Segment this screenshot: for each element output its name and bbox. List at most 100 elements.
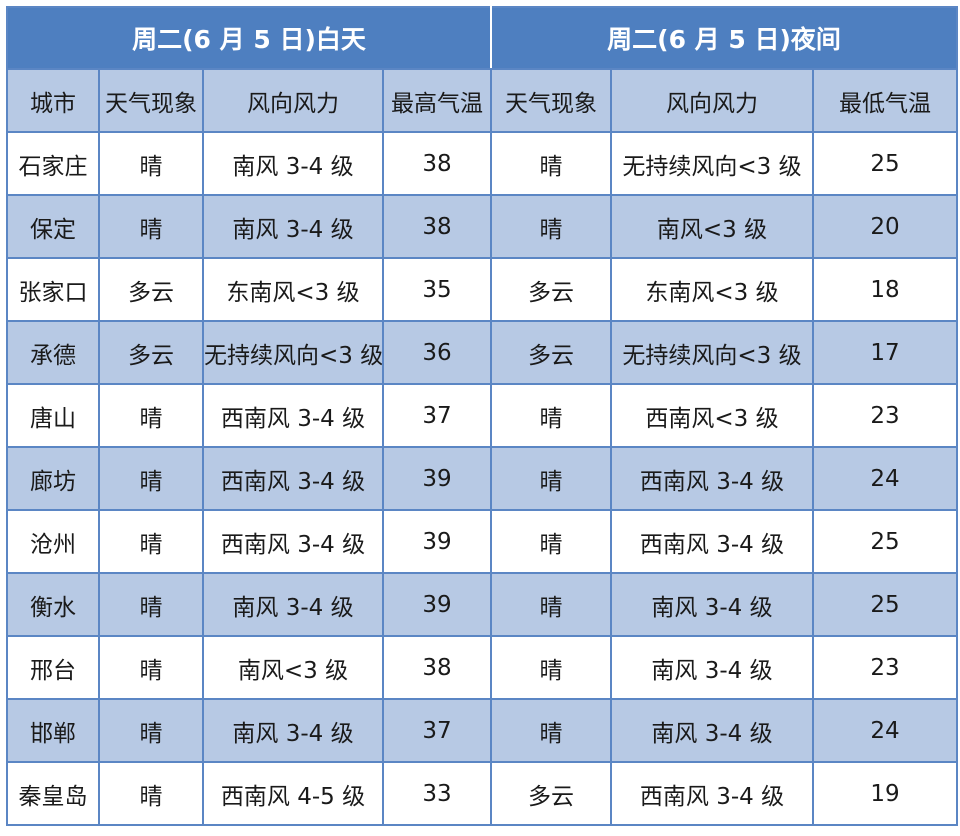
max-temp-cell: 37 (381, 383, 493, 448)
column-header-city: 城市 (6, 68, 100, 133)
min-temp-cell: 18 (812, 257, 959, 322)
night-wind-cell: 南风 3-4 级 (610, 698, 815, 763)
night-wind-cell: 西南风 3-4 级 (610, 761, 815, 826)
day-weather-cell: 晴 (98, 194, 204, 259)
max-temp-cell: 39 (381, 509, 493, 574)
night-weather-cell: 晴 (490, 383, 613, 448)
city-cell: 张家口 (6, 257, 100, 322)
night-weather-cell: 多云 (490, 761, 613, 826)
night-wind-cell: 东南风<3 级 (610, 257, 815, 322)
city-cell: 沧州 (6, 509, 100, 574)
weather-forecast-table: 周二(6 月 5 日)白天 周二(6 月 5 日)夜间 城市 天气现象 风向风力… (5, 6, 959, 826)
min-temp-cell: 25 (812, 509, 959, 574)
min-temp-cell: 25 (812, 572, 959, 637)
night-wind-cell: 西南风 3-4 级 (610, 446, 815, 511)
city-cell: 廊坊 (6, 446, 100, 511)
night-wind-cell: 无持续风向<3 级 (610, 320, 815, 385)
day-weather-cell: 晴 (98, 131, 204, 196)
max-temp-cell: 37 (381, 698, 493, 763)
day-weather-cell: 晴 (98, 572, 204, 637)
day-weather-cell: 多云 (98, 257, 204, 322)
city-cell: 衡水 (6, 572, 100, 637)
day-weather-cell: 晴 (98, 761, 204, 826)
max-temp-cell: 38 (381, 131, 493, 196)
city-cell: 保定 (6, 194, 100, 259)
day-wind-cell: 西南风 3-4 级 (202, 509, 384, 574)
city-cell: 石家庄 (6, 131, 100, 196)
day-wind-cell: 东南风<3 级 (202, 257, 384, 322)
table-row: 保定 晴 南风 3-4 级 38 晴 南风<3 级 20 (6, 194, 959, 259)
min-temp-cell: 17 (812, 320, 959, 385)
min-temp-cell: 24 (812, 446, 959, 511)
city-cell: 秦皇岛 (6, 761, 100, 826)
day-wind-cell: 南风<3 级 (202, 635, 384, 700)
table-row: 石家庄 晴 南风 3-4 级 38 晴 无持续风向<3 级 25 (6, 131, 959, 196)
night-wind-cell: 无持续风向<3 级 (610, 131, 815, 196)
min-temp-cell: 19 (812, 761, 959, 826)
night-weather-cell: 晴 (490, 131, 613, 196)
night-weather-cell: 多云 (490, 257, 613, 322)
city-cell: 邢台 (6, 635, 100, 700)
night-weather-cell: 多云 (490, 320, 613, 385)
night-wind-cell: 西南风 3-4 级 (610, 509, 815, 574)
day-wind-cell: 西南风 3-4 级 (202, 383, 384, 448)
table-row: 邯郸 晴 南风 3-4 级 37 晴 南风 3-4 级 24 (6, 698, 959, 763)
day-wind-cell: 南风 3-4 级 (202, 194, 384, 259)
max-temp-cell: 39 (381, 446, 493, 511)
day-weather-cell: 多云 (98, 320, 204, 385)
night-wind-cell: 南风<3 级 (610, 194, 815, 259)
night-weather-cell: 晴 (490, 194, 613, 259)
column-header-day-wind: 风向风力 (202, 68, 384, 133)
column-header-night-weather: 天气现象 (490, 68, 613, 133)
day-weather-cell: 晴 (98, 446, 204, 511)
night-weather-cell: 晴 (490, 572, 613, 637)
min-temp-cell: 20 (812, 194, 959, 259)
day-weather-cell: 晴 (98, 383, 204, 448)
table-row: 张家口 多云 东南风<3 级 35 多云 东南风<3 级 18 (6, 257, 959, 322)
day-wind-cell: 南风 3-4 级 (202, 698, 384, 763)
column-header-min-temp: 最低气温 (812, 68, 959, 133)
night-weather-cell: 晴 (490, 698, 613, 763)
day-wind-cell: 南风 3-4 级 (202, 572, 384, 637)
max-temp-cell: 35 (381, 257, 493, 322)
max-temp-cell: 36 (381, 320, 493, 385)
column-header-max-temp: 最高气温 (381, 68, 493, 133)
min-temp-cell: 25 (812, 131, 959, 196)
table-row: 承德 多云 无持续风向<3 级 36 多云 无持续风向<3 级 17 (6, 320, 959, 385)
table-row: 唐山 晴 西南风 3-4 级 37 晴 西南风<3 级 23 (6, 383, 959, 448)
night-period-header: 周二(6 月 5 日)夜间 (490, 6, 959, 70)
table-row: 沧州 晴 西南风 3-4 级 39 晴 西南风 3-4 级 25 (6, 509, 959, 574)
max-temp-cell: 38 (381, 635, 493, 700)
day-weather-cell: 晴 (98, 698, 204, 763)
day-wind-cell: 南风 3-4 级 (202, 131, 384, 196)
table-row: 衡水 晴 南风 3-4 级 39 晴 南风 3-4 级 25 (6, 572, 959, 637)
night-wind-cell: 南风 3-4 级 (610, 572, 815, 637)
column-header-day-weather: 天气现象 (98, 68, 204, 133)
forecast-table-container: 周二(6 月 5 日)白天 周二(6 月 5 日)夜间 城市 天气现象 风向风力… (5, 6, 959, 832)
day-wind-cell: 西南风 4-5 级 (202, 761, 384, 826)
day-wind-cell: 无持续风向<3 级 (202, 320, 384, 385)
min-temp-cell: 24 (812, 698, 959, 763)
table-row: 廊坊 晴 西南风 3-4 级 39 晴 西南风 3-4 级 24 (6, 446, 959, 511)
night-weather-cell: 晴 (490, 509, 613, 574)
city-cell: 唐山 (6, 383, 100, 448)
column-header-night-wind: 风向风力 (610, 68, 815, 133)
max-temp-cell: 33 (381, 761, 493, 826)
city-cell: 承德 (6, 320, 100, 385)
night-wind-cell: 西南风<3 级 (610, 383, 815, 448)
table-row: 秦皇岛 晴 西南风 4-5 级 33 多云 西南风 3-4 级 19 (6, 761, 959, 826)
day-weather-cell: 晴 (98, 509, 204, 574)
day-period-header: 周二(6 月 5 日)白天 (5, 6, 493, 70)
day-weather-cell: 晴 (98, 635, 204, 700)
column-header-row: 城市 天气现象 风向风力 最高气温 天气现象 风向风力 最低气温 (6, 68, 959, 133)
day-wind-cell: 西南风 3-4 级 (202, 446, 384, 511)
max-temp-cell: 39 (381, 572, 493, 637)
max-temp-cell: 38 (381, 194, 493, 259)
night-weather-cell: 晴 (490, 446, 613, 511)
night-wind-cell: 南风 3-4 级 (610, 635, 815, 700)
min-temp-cell: 23 (812, 383, 959, 448)
period-header-row: 周二(6 月 5 日)白天 周二(6 月 5 日)夜间 (5, 6, 959, 70)
table-row: 邢台 晴 南风<3 级 38 晴 南风 3-4 级 23 (6, 635, 959, 700)
city-cell: 邯郸 (6, 698, 100, 763)
min-temp-cell: 23 (812, 635, 959, 700)
